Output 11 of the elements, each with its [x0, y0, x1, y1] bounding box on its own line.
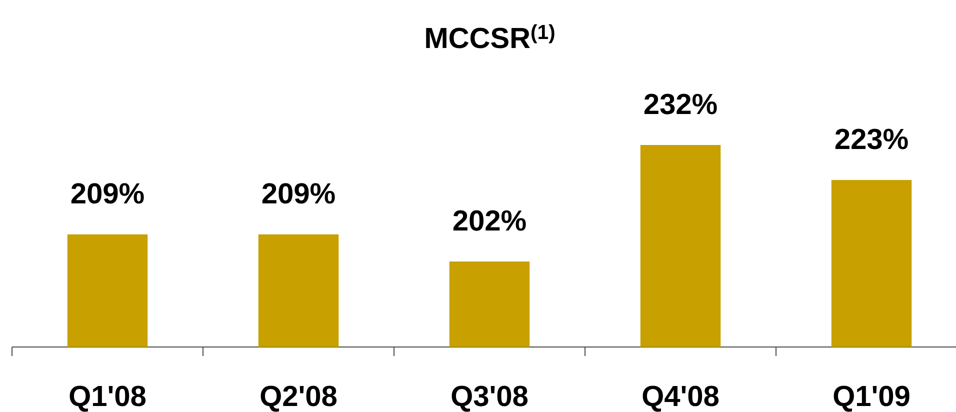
data-label: 209%: [262, 183, 335, 204]
x-tick-label: Q4'08: [642, 386, 719, 412]
x-tick-label: Q1'09: [834, 386, 910, 412]
data-label: 232%: [644, 94, 717, 114]
x-tick-label: Q1'08: [70, 386, 146, 412]
x-tick-label: Q3'08: [452, 386, 528, 412]
chart-title: MCCSR$^{(1)}$: [426, 24, 554, 48]
data-label: 202%: [453, 210, 526, 231]
data-label: 223%: [835, 128, 908, 150]
x-tick-label: Q2'08: [260, 386, 337, 412]
data-label: 209%: [71, 183, 144, 204]
